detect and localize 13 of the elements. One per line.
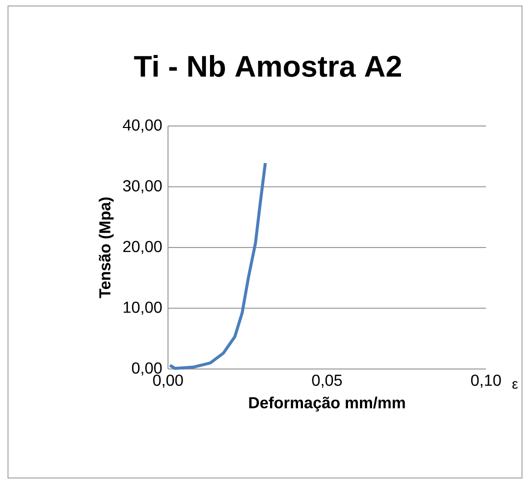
y-tick-label: 20,00: [123, 240, 162, 254]
y-tick-label: 0,00: [132, 362, 162, 376]
x-axis-title: Deformação mm/mm: [249, 396, 405, 412]
y-tick-label: 10,00: [124, 302, 162, 315]
x-tick-label: 0,10: [471, 374, 501, 388]
y-tick-label: 30,00: [123, 180, 162, 194]
y-axis-title: Tensão (Mpa): [98, 198, 114, 298]
x-tick-label: 0,00: [153, 374, 183, 388]
line-series: [168, 162, 267, 370]
y-tick-label: 40,00: [122, 119, 162, 133]
x-tick-label: 0,05: [312, 374, 342, 388]
text: ε: [512, 381, 518, 389]
chart-title: Ti - Nb Amostra A2: [134, 55, 402, 77]
